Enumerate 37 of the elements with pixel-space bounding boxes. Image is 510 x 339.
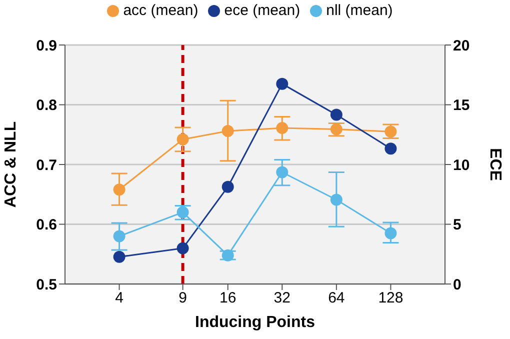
y-tick-label: 0.5 xyxy=(36,276,57,294)
point xyxy=(330,108,342,121)
y-axis-title: ACC & NLL xyxy=(2,121,20,208)
x-tick-label: 32 xyxy=(274,290,290,307)
y2-tick-label: 10 xyxy=(453,156,470,174)
y2-tick-label: 5 xyxy=(453,216,462,234)
point xyxy=(330,123,342,136)
point xyxy=(384,126,397,138)
y2-axis-title: ECE xyxy=(486,148,504,182)
point xyxy=(222,249,234,262)
x-tick-label: 16 xyxy=(220,290,236,307)
point xyxy=(276,78,288,90)
legend-label: ece (mean) xyxy=(224,2,300,19)
x-tick-label: 9 xyxy=(178,290,187,307)
y2-tick-label: 15 xyxy=(453,97,470,114)
y-tick-label: 0.9 xyxy=(36,37,57,54)
y2-tick-label: 20 xyxy=(453,37,470,54)
y-tick-label: 0.7 xyxy=(36,156,57,174)
point xyxy=(113,230,126,242)
x-tick-label: 4 xyxy=(115,290,124,307)
point xyxy=(276,166,288,178)
point xyxy=(222,180,234,193)
x-tick-label: 64 xyxy=(328,290,345,307)
legend-label: nll (mean) xyxy=(326,2,393,19)
y-tick-label: 0.6 xyxy=(36,216,57,234)
point xyxy=(384,142,397,155)
point xyxy=(222,125,234,138)
y-tick-label: 0.8 xyxy=(36,97,57,114)
point xyxy=(330,194,342,206)
point xyxy=(113,184,126,196)
point xyxy=(384,227,397,240)
point xyxy=(276,122,288,134)
point xyxy=(113,250,126,263)
x-tick-label: 128 xyxy=(378,290,404,307)
legend-label: acc (mean) xyxy=(123,2,198,19)
y2-tick-label: 0 xyxy=(453,276,462,294)
x-axis-title: Inducing Points xyxy=(195,314,316,331)
